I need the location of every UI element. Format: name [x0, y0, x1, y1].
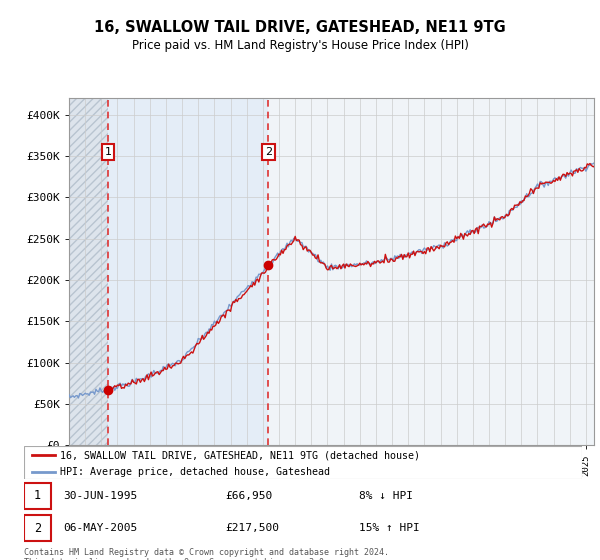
- Bar: [108, 98, 268, 445]
- FancyBboxPatch shape: [24, 515, 51, 541]
- Text: 30-JUN-1995: 30-JUN-1995: [63, 491, 137, 501]
- Text: 16, SWALLOW TAIL DRIVE, GATESHEAD, NE11 9TG (detached house): 16, SWALLOW TAIL DRIVE, GATESHEAD, NE11 …: [60, 450, 420, 460]
- Bar: [268, 98, 594, 445]
- Text: 1: 1: [34, 489, 41, 502]
- Bar: [69, 98, 108, 445]
- Text: Price paid vs. HM Land Registry's House Price Index (HPI): Price paid vs. HM Land Registry's House …: [131, 39, 469, 52]
- Text: £66,950: £66,950: [225, 491, 272, 501]
- Text: 15% ↑ HPI: 15% ↑ HPI: [359, 523, 419, 533]
- FancyBboxPatch shape: [24, 446, 582, 479]
- Text: 8% ↓ HPI: 8% ↓ HPI: [359, 491, 413, 501]
- Text: 2: 2: [265, 147, 272, 157]
- FancyBboxPatch shape: [24, 483, 51, 509]
- Text: 06-MAY-2005: 06-MAY-2005: [63, 523, 137, 533]
- Text: £217,500: £217,500: [225, 523, 279, 533]
- Text: 1: 1: [104, 147, 112, 157]
- Text: 2: 2: [34, 521, 41, 535]
- Text: HPI: Average price, detached house, Gateshead: HPI: Average price, detached house, Gate…: [60, 466, 330, 477]
- Text: Contains HM Land Registry data © Crown copyright and database right 2024.
This d: Contains HM Land Registry data © Crown c…: [24, 548, 389, 560]
- Text: 16, SWALLOW TAIL DRIVE, GATESHEAD, NE11 9TG: 16, SWALLOW TAIL DRIVE, GATESHEAD, NE11 …: [94, 20, 506, 35]
